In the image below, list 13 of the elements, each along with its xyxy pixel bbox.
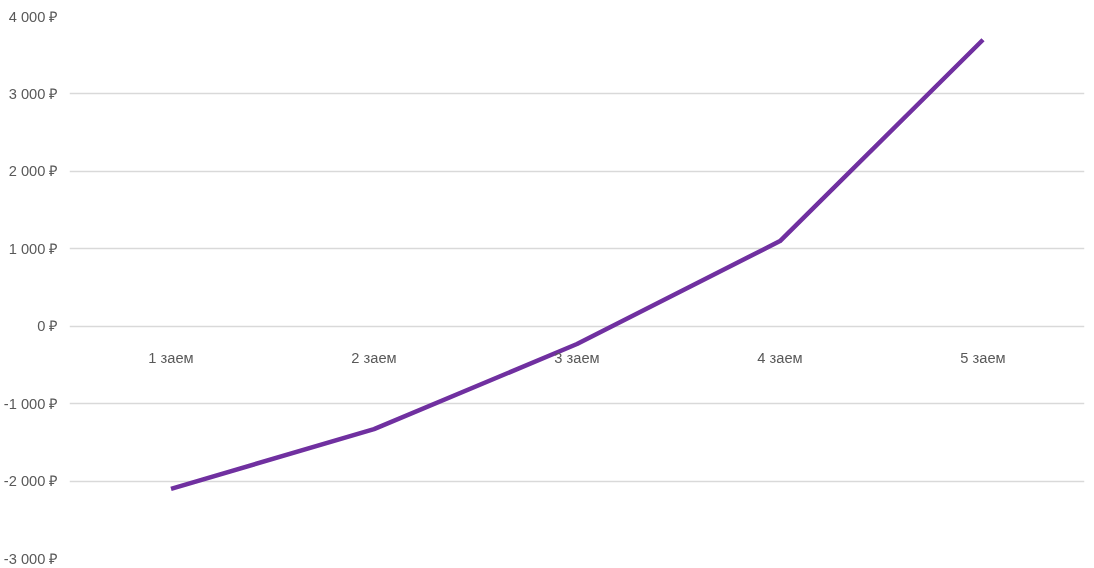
y-tick-label: -2 000 ₽ [3, 473, 59, 490]
y-tick-label: 1 000 ₽ [8, 240, 59, 257]
x-tick-label: 4 заем [757, 350, 803, 367]
y-tick-label: 2 000 ₽ [8, 163, 59, 180]
y-tick-label: 0 ₽ [37, 318, 59, 335]
x-tick-label: 5 заем [960, 350, 1006, 367]
x-tick-label: 2 заем [351, 350, 397, 367]
x-tick-label: 3 заем [554, 350, 600, 367]
y-tick-label: 3 000 ₽ [8, 85, 59, 102]
y-tick-label: -3 000 ₽ [3, 550, 59, 567]
y-tick-label: 4 000 ₽ [8, 8, 59, 25]
x-tick-label: 1 заем [148, 350, 194, 367]
y-tick-label: -1 000 ₽ [3, 395, 59, 412]
